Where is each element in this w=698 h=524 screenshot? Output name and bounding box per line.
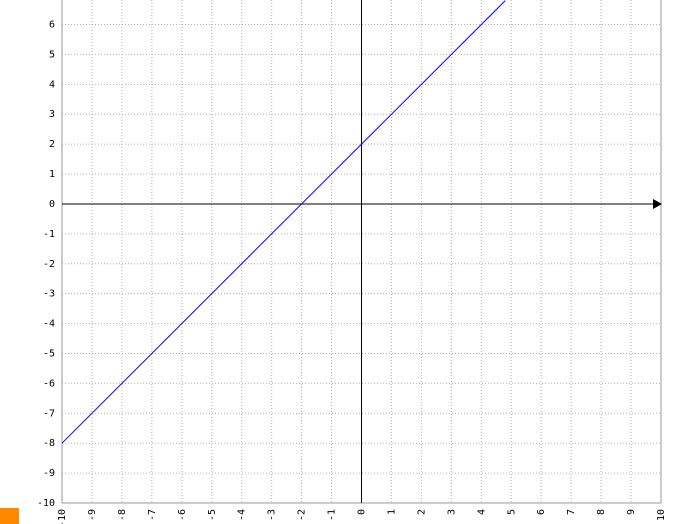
y-tick-label: -10 (37, 498, 55, 509)
x-tick-label: 3 (446, 509, 457, 515)
x-tick-label: 4 (476, 509, 487, 515)
y-tick-label: -8 (43, 438, 55, 449)
y-tick-label: -5 (43, 348, 55, 359)
x-tick-label: -4 (237, 509, 248, 521)
y-tick-label: 3 (49, 109, 55, 120)
x-tick-label: -3 (267, 509, 278, 521)
y-tick-label: 0 (49, 199, 55, 210)
x-tick-label: -10 (57, 509, 68, 524)
y-tick-label: -9 (43, 468, 55, 479)
x-tick-label: 0 (357, 509, 368, 515)
x-axis-arrow (653, 198, 662, 209)
corner-square (0, 508, 19, 524)
x-tick-label: -7 (147, 509, 158, 521)
y-tick-label: -7 (43, 408, 55, 419)
x-tick-label: -6 (177, 509, 188, 521)
y-tick-label: 1 (49, 169, 55, 180)
x-tick-label: 9 (626, 509, 637, 515)
x-tick-label: 1 (386, 509, 397, 515)
y-tick-label: 4 (49, 79, 55, 90)
y-tick-label: 2 (49, 139, 55, 150)
x-tick-label: -2 (297, 509, 308, 521)
x-tick-label: 10 (656, 509, 667, 521)
y-tick-label: 5 (49, 49, 55, 60)
x-tick-label: 2 (416, 509, 427, 515)
y-tick-label: -6 (43, 378, 55, 389)
x-tick-label: 6 (536, 509, 547, 515)
y-tick-label: 6 (49, 20, 55, 31)
x-tick-label: -8 (117, 509, 128, 521)
x-tick-label: 7 (566, 509, 577, 515)
y-tick-label: -4 (43, 319, 55, 330)
x-tick-label: 8 (596, 509, 607, 515)
x-tick-label: -5 (207, 509, 218, 521)
y-tick-label: -1 (43, 229, 55, 240)
data-line (61, 0, 506, 444)
y-tick-label: -2 (43, 259, 55, 270)
y-tick-label: -3 (43, 289, 55, 300)
x-tick-label: 5 (506, 509, 517, 515)
x-tick-label: -1 (327, 509, 338, 521)
x-tick-label: -9 (87, 509, 98, 521)
